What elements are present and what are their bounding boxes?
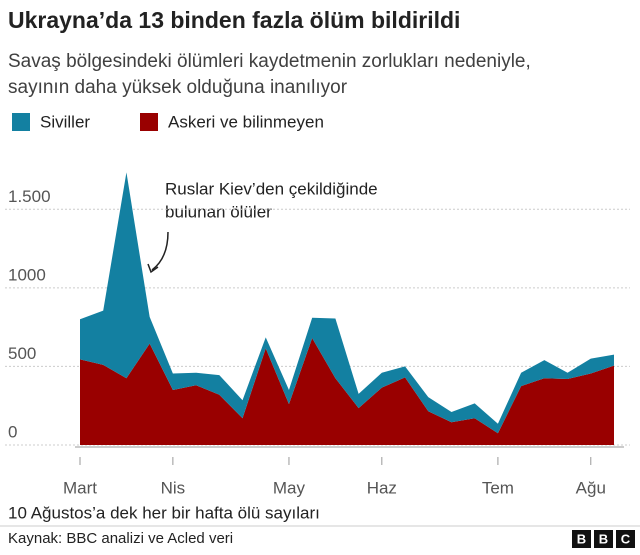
annotation-arrow (147, 263, 159, 274)
x-tick-label: Ağu (576, 478, 606, 497)
subtitle: sayının daha yüksek olduğuna inanılıyor (8, 77, 348, 98)
legend-swatch (12, 113, 30, 131)
annotation: Ruslar Kiev’den çekildiğinde (165, 179, 378, 198)
logo-box (594, 530, 613, 548)
x-tick-label: Mart (63, 478, 97, 497)
note: 10 Ağustos’a dek her bir hafta ölü sayıl… (8, 503, 320, 522)
x-tick-label: Nis (161, 478, 186, 497)
y-tick-label: 0 (8, 422, 17, 441)
logo-box (616, 530, 635, 548)
area (80, 338, 614, 445)
area (80, 172, 614, 434)
legend-swatch (140, 113, 158, 131)
chart-title: Ukrayna’da 13 binden fazla ölüm bildiril… (8, 7, 460, 33)
logo-letter: C (621, 531, 631, 546)
logo-box (572, 530, 591, 548)
legend-label: Askeri ve bilinmeyen (168, 112, 324, 131)
source: Kaynak: BBC analizi ve Acled veri (8, 530, 233, 547)
annotation: bulunan ölüler (165, 202, 272, 221)
x-tick-label: May (273, 478, 306, 497)
annotation-arrow (151, 231, 169, 271)
logo-letter: B (599, 531, 608, 546)
logo-letter: B (577, 531, 586, 546)
x-tick-label: Haz (367, 478, 397, 497)
y-tick-label: 500 (8, 344, 36, 363)
subtitle: Savaş bölgesindeki ölümleri kaydetmenin … (8, 51, 531, 72)
y-tick-label: 1.500 (8, 187, 51, 206)
x-tick-label: Tem (482, 478, 514, 497)
y-tick-label: 1000 (8, 265, 46, 284)
legend-label: Siviller (40, 112, 90, 131)
